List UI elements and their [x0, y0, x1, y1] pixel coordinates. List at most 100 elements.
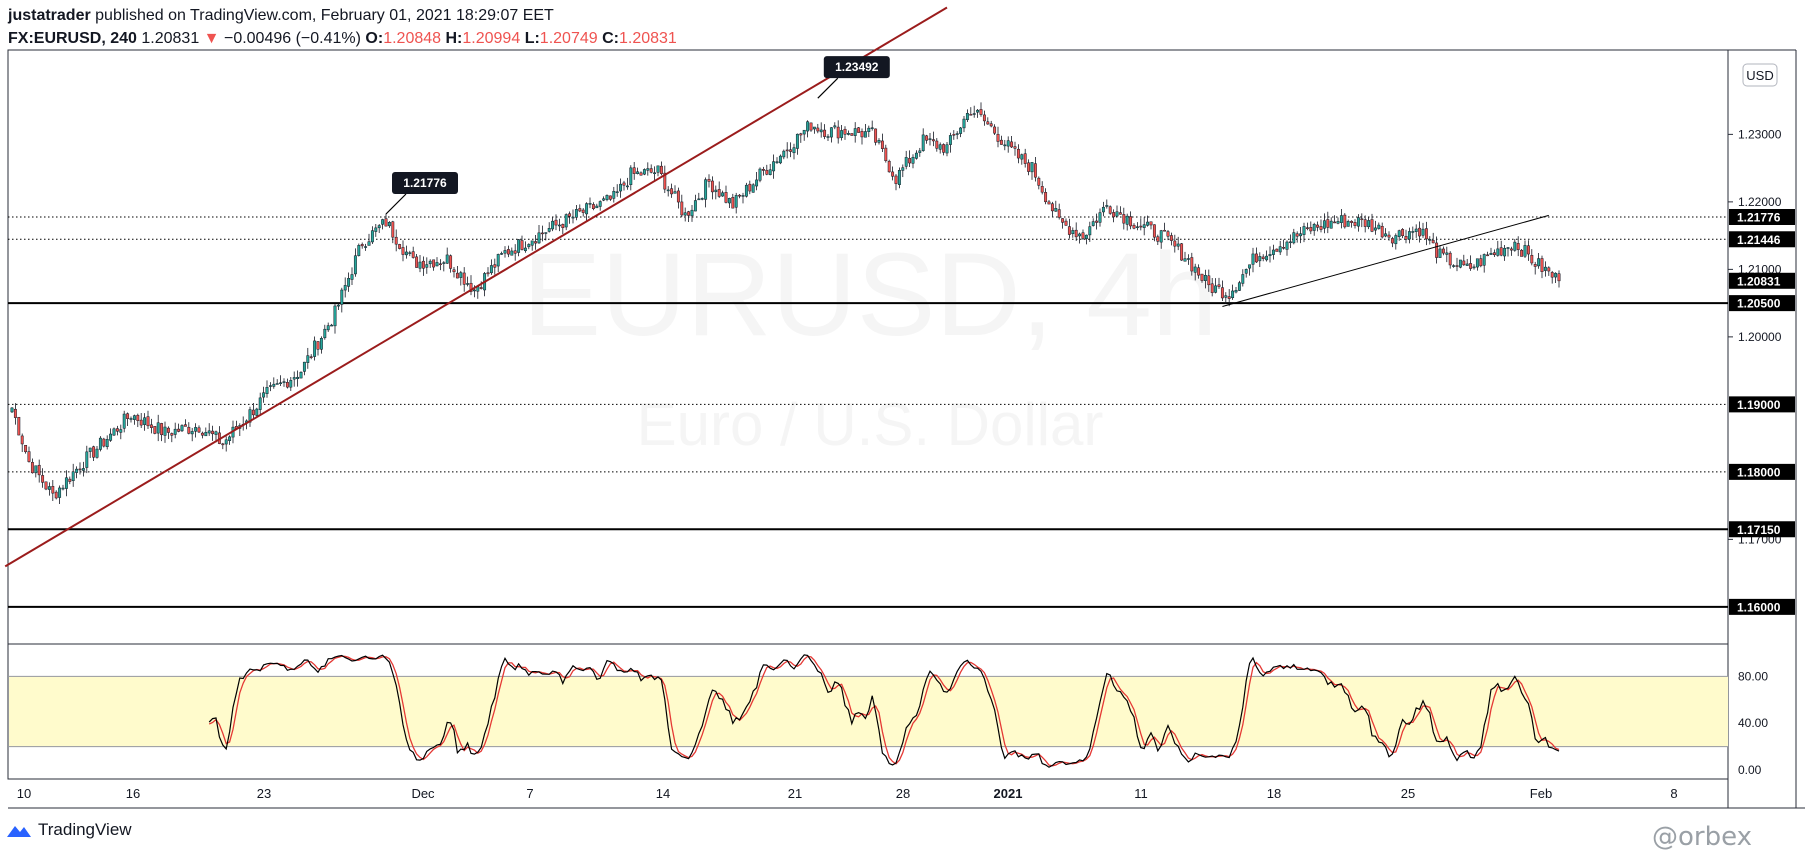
candle[interactable] [75, 466, 79, 479]
stoch-k-line[interactable] [208, 654, 1560, 768]
candle[interactable] [1057, 203, 1061, 220]
candle[interactable] [309, 354, 313, 360]
candle[interactable] [296, 370, 300, 387]
candle[interactable] [1373, 220, 1377, 235]
candle[interactable] [1523, 240, 1527, 258]
candle[interactable] [840, 124, 844, 141]
candle[interactable] [381, 218, 385, 230]
candle[interactable] [95, 446, 99, 459]
candle[interactable] [874, 128, 878, 146]
candle[interactable] [1319, 219, 1323, 233]
candle[interactable] [540, 225, 544, 242]
candle[interactable] [972, 105, 976, 118]
candle[interactable] [132, 414, 136, 425]
candle[interactable] [37, 459, 41, 483]
candle[interactable] [816, 123, 820, 134]
candle[interactable] [1271, 244, 1275, 260]
candle[interactable] [673, 185, 677, 194]
candle[interactable] [1285, 240, 1289, 256]
candle[interactable] [1091, 218, 1095, 227]
candle[interactable] [649, 164, 653, 174]
candle[interactable] [826, 134, 830, 141]
candle[interactable] [367, 233, 371, 246]
candle[interactable] [724, 185, 728, 204]
candle[interactable] [792, 143, 796, 160]
candle[interactable] [374, 224, 378, 237]
candle[interactable] [1438, 245, 1442, 258]
candle[interactable] [136, 413, 140, 428]
candle[interactable] [1509, 246, 1513, 256]
candle[interactable] [1095, 213, 1099, 230]
candle[interactable] [1530, 249, 1534, 266]
candle[interactable] [809, 122, 813, 132]
candle[interactable] [469, 275, 473, 296]
candle[interactable] [962, 116, 966, 133]
candle[interactable] [163, 421, 167, 443]
candle[interactable] [1431, 232, 1435, 244]
candle[interactable] [326, 322, 330, 332]
candle[interactable] [646, 162, 650, 176]
candle[interactable] [1370, 213, 1374, 233]
trendline-minor-trend[interactable] [1222, 214, 1549, 307]
candle[interactable] [1353, 219, 1357, 229]
candle[interactable] [938, 142, 942, 154]
candle[interactable] [1149, 221, 1153, 230]
candle[interactable] [1465, 258, 1469, 266]
price-level-label[interactable]: 1.18000 [1729, 463, 1795, 480]
candle[interactable] [880, 133, 884, 153]
candle[interactable] [238, 423, 242, 437]
candle[interactable] [1210, 277, 1214, 297]
candle[interactable] [1224, 292, 1228, 304]
candle[interactable] [1533, 261, 1537, 275]
candle[interactable] [948, 132, 952, 153]
candle[interactable] [10, 407, 14, 414]
candle[interactable] [1040, 181, 1044, 195]
candle[interactable] [1360, 213, 1364, 228]
candle[interactable] [744, 182, 748, 198]
candle[interactable] [615, 184, 619, 197]
candle[interactable] [619, 178, 623, 198]
candle[interactable] [370, 226, 374, 244]
candle[interactable] [323, 324, 327, 340]
candle[interactable] [945, 141, 949, 157]
candle[interactable] [731, 193, 735, 209]
candle[interactable] [857, 126, 861, 133]
candle[interactable] [1339, 208, 1343, 229]
candle[interactable] [935, 138, 939, 152]
candle[interactable] [258, 392, 262, 416]
candle[interactable] [761, 166, 765, 176]
candle[interactable] [255, 407, 259, 417]
candle[interactable] [1458, 259, 1462, 269]
candle[interactable] [591, 202, 595, 211]
candle[interactable] [996, 126, 1000, 148]
candle[interactable] [707, 174, 711, 188]
candle[interactable] [928, 133, 932, 146]
candle[interactable] [126, 412, 130, 427]
candle[interactable] [411, 246, 415, 259]
candle[interactable] [44, 481, 48, 491]
candle[interactable] [445, 247, 449, 264]
candle[interactable] [802, 129, 806, 141]
candle[interactable] [1377, 222, 1381, 230]
candle[interactable] [1305, 222, 1309, 231]
candle[interactable] [1030, 162, 1034, 180]
candle[interactable] [704, 177, 708, 208]
candle[interactable] [1404, 229, 1408, 244]
candle[interactable] [319, 336, 323, 354]
candle[interactable] [262, 386, 266, 403]
candle[interactable] [1292, 228, 1296, 245]
candle[interactable] [272, 377, 276, 389]
candle[interactable] [1146, 215, 1150, 227]
price-level-label[interactable]: 1.20500 [1729, 295, 1795, 312]
candle[interactable] [547, 222, 551, 233]
candle[interactable] [1418, 221, 1422, 243]
candle[interactable] [676, 187, 680, 209]
candle[interactable] [1407, 227, 1411, 244]
candle[interactable] [819, 122, 823, 138]
candle[interactable] [102, 437, 106, 448]
candle[interactable] [330, 323, 334, 327]
candle[interactable] [636, 167, 640, 175]
author-name[interactable]: justatrader [8, 7, 91, 24]
candle[interactable] [204, 427, 208, 437]
candle[interactable] [1299, 227, 1303, 244]
